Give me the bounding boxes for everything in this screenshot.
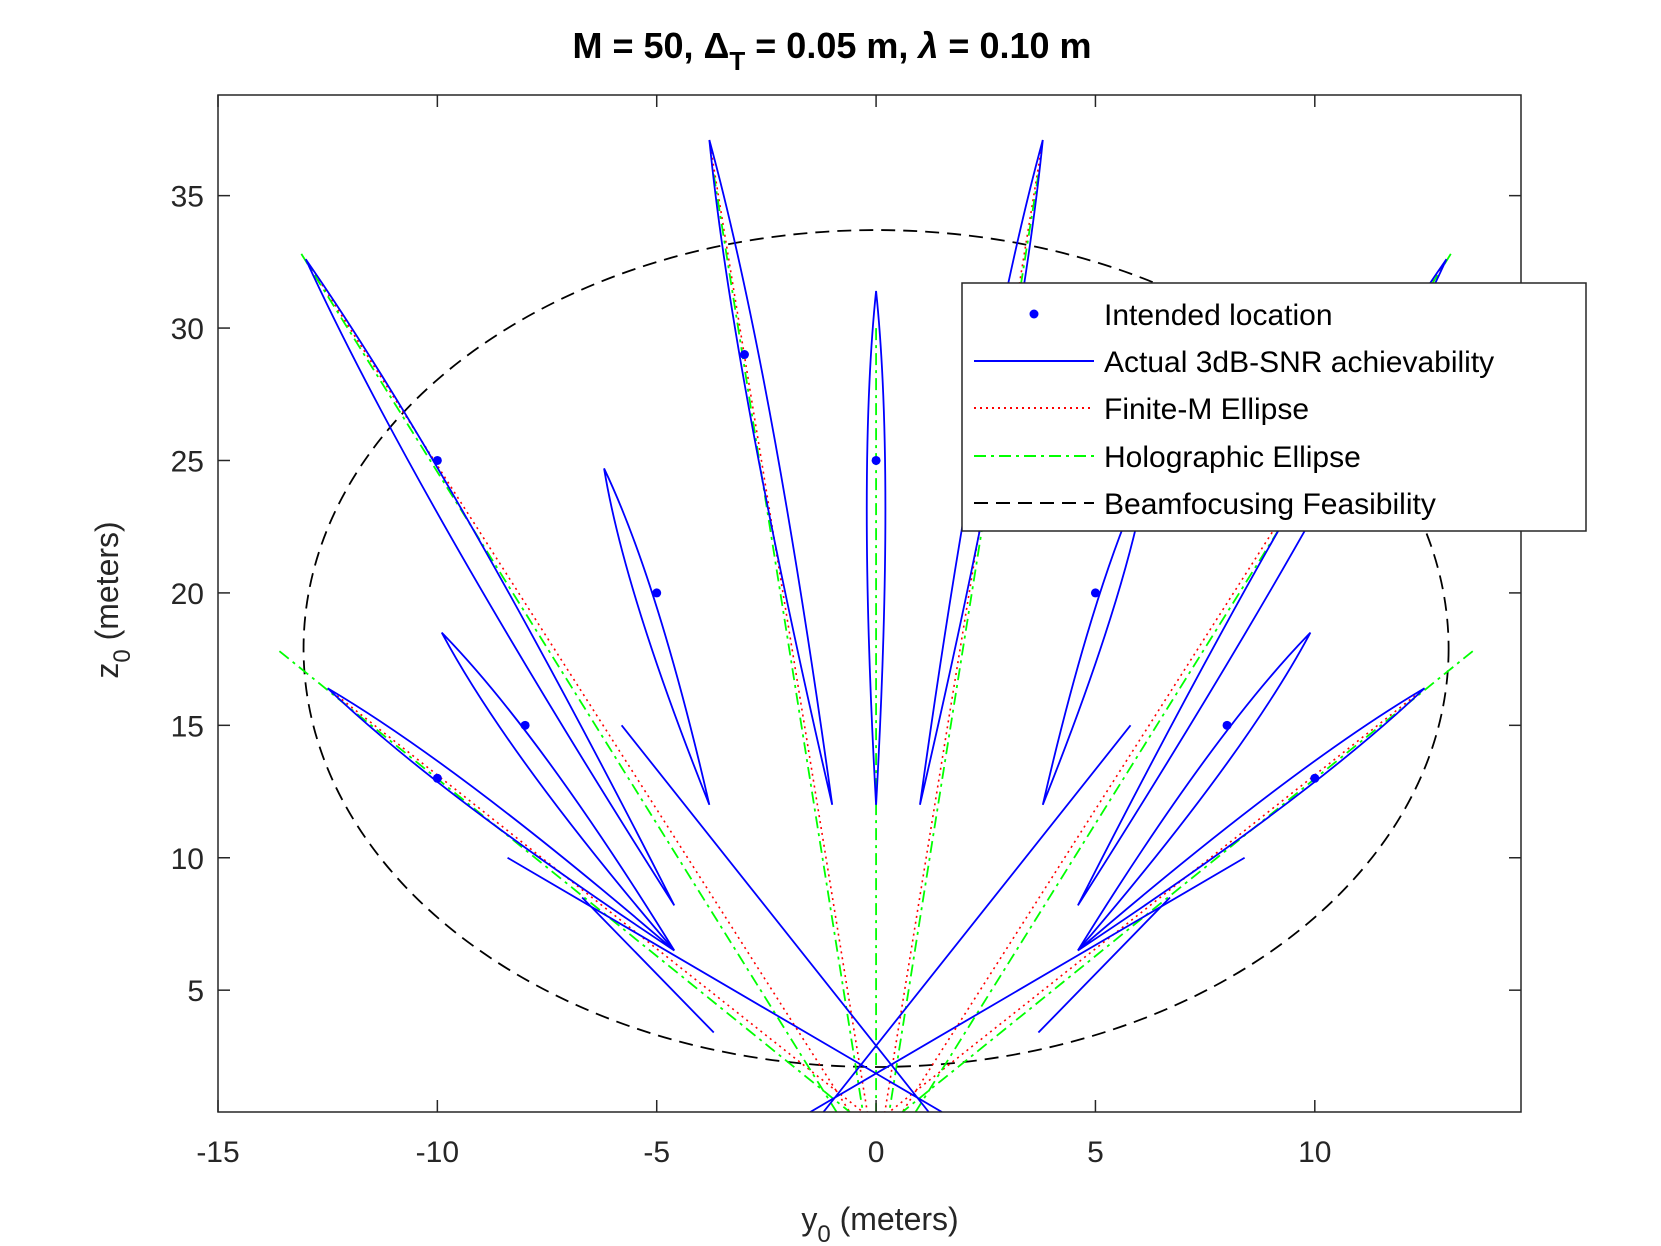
legend-marker-intended-location xyxy=(1029,309,1039,319)
achievability-lobe-6 xyxy=(1041,468,1149,806)
y-axis-label: z0 (meters) xyxy=(89,521,136,678)
achievability-lobe-9 xyxy=(327,687,675,952)
x-tick-label-0: -15 xyxy=(196,1136,239,1169)
y-tick-label-0: 5 xyxy=(187,975,204,1008)
intended-location-5 xyxy=(871,455,881,465)
achievability-line-3 xyxy=(809,856,1246,1112)
finite-m-ray-5 xyxy=(884,139,1044,1112)
feasibility-boundary xyxy=(302,229,1450,1068)
intended-location-3 xyxy=(652,588,662,598)
holographic-ray-4 xyxy=(712,174,864,1112)
plot-frame xyxy=(217,94,1522,1113)
holographic-ray-0 xyxy=(278,650,851,1112)
achievability-line-5 xyxy=(1037,896,1171,1034)
intended-location-2 xyxy=(520,720,530,730)
intended-location-1 xyxy=(432,773,442,783)
intended-location-7 xyxy=(1090,588,1100,598)
achievability-line-0 xyxy=(620,724,930,1112)
x-tick-label-4: 5 xyxy=(1087,1136,1104,1169)
x-tick-label-5: 10 xyxy=(1298,1136,1331,1169)
achievability-lobe-10 xyxy=(1077,687,1426,952)
y-tick-label-3: 20 xyxy=(171,578,204,611)
x-tick-label-2: -5 xyxy=(643,1136,670,1169)
y-tick-label-6: 35 xyxy=(171,181,204,214)
achievability-line-2 xyxy=(507,856,943,1112)
x-tick-label-3: 0 xyxy=(868,1136,885,1169)
legend-label-intended-location: Intended location xyxy=(1104,299,1333,332)
x-axis-label: y0 (meters) xyxy=(801,1201,958,1246)
achievability-lobe-2 xyxy=(865,290,887,805)
y-tick-label-1: 10 xyxy=(171,843,204,876)
x-tick-label-1: -10 xyxy=(416,1136,459,1169)
legend-label-finite-m: Finite-M Ellipse xyxy=(1104,393,1309,426)
legend: Intended location Actual 3dB-SNR achieva… xyxy=(961,282,1587,532)
y-tick-label-4: 25 xyxy=(171,445,204,478)
intended-location-4 xyxy=(739,350,749,360)
intended-location-10 xyxy=(1310,773,1320,783)
plot-area xyxy=(218,95,1521,1112)
achievability-lobe-5 xyxy=(603,468,711,806)
achievability-line-4 xyxy=(581,896,715,1034)
achievability-lobe-3 xyxy=(304,258,676,906)
chart-title: M = 50, ΔT = 0.05 m, λ = 0.10 m xyxy=(572,25,1091,76)
finite-m-ray-0 xyxy=(305,258,851,1112)
finite-m-ray-4 xyxy=(708,139,869,1112)
legend-label-feasibility: Beamfocusing Feasibility xyxy=(1104,488,1436,521)
y-tick-label-5: 30 xyxy=(171,313,204,346)
legend-label-actual: Actual 3dB-SNR achievability xyxy=(1104,346,1494,379)
achievability-lobe-0 xyxy=(708,139,834,805)
legend-label-holographic: Holographic Ellipse xyxy=(1104,441,1361,474)
achievability-line-1 xyxy=(822,724,1132,1112)
holographic-ray-1 xyxy=(901,650,1474,1112)
holographic-ray-2 xyxy=(300,253,838,1112)
intended-location-0 xyxy=(432,455,442,465)
intended-location-8 xyxy=(1222,720,1232,730)
y-tick-label-2: 15 xyxy=(171,710,204,743)
